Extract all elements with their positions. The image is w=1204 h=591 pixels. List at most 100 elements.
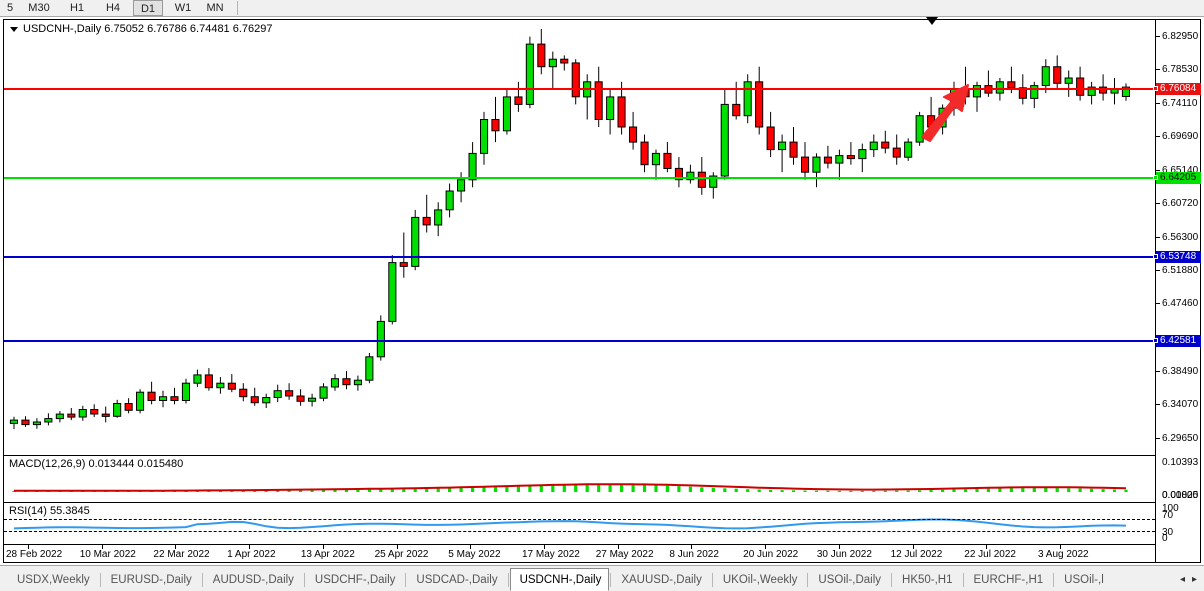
macd-histogram-bar [941, 489, 945, 492]
tab-scroll-left-icon[interactable]: ◂ [1180, 574, 1186, 585]
level-line-blue-upper[interactable] [4, 255, 1155, 258]
tab-separator [201, 573, 203, 587]
macd-label: MACD(12,26,9) 0.013444 0.015480 [9, 458, 184, 470]
macd-histogram-bar [769, 489, 773, 492]
macd-tick: 0.10393 [1162, 457, 1199, 468]
candlestick [399, 232, 408, 278]
chart-tab-eurchf-h1[interactable]: EURCHF-,H1 [973, 574, 1044, 586]
macd-histogram-bar [895, 490, 899, 492]
timeframe-button-d1[interactable]: D1 [133, 0, 163, 16]
chart-tab-ukoil-weekly[interactable]: UKOil-,Weekly [722, 574, 798, 586]
macd-histogram-bar [998, 488, 1002, 492]
timeframe-button-m30[interactable]: M30 [28, 2, 50, 14]
date-tick-mark [912, 545, 914, 549]
chart-tab-usdcad-daily[interactable]: USDCAD-,Daily [416, 574, 498, 586]
rsi-line [13, 518, 1127, 530]
date-tick-mark [544, 545, 545, 549]
macd-pane[interactable]: MACD(12,26,9) 0.013444 0.015480 [4, 455, 1155, 502]
timeframe-button-mn[interactable]: MN [206, 2, 224, 14]
candlestick [514, 81, 523, 112]
macd-histogram-bar [872, 490, 876, 492]
level-handle-blue[interactable] [1153, 338, 1158, 344]
candlestick [525, 36, 534, 109]
date-tick-mark [617, 545, 619, 549]
level-handle-blue[interactable] [1153, 253, 1158, 259]
price-axis[interactable]: 6.82950 6.78530 6.74110 6.69690 6.65140 6.607… [1153, 20, 1201, 562]
chart-tab-bar[interactable]: USDX,Weekly EURUSD-,Daily AUDUSD-,Daily USD… [0, 565, 1204, 591]
candlestick [308, 393, 317, 407]
macd-histogram-bar [413, 488, 417, 492]
candlestick [21, 416, 30, 427]
chart-frame[interactable]: USDCNH-,Daily 6.75052 6.76786 6.74481 6.… [3, 19, 1201, 563]
tick-dash [1156, 370, 1160, 372]
date-tick-mark [175, 545, 177, 549]
date-tick-mark [322, 545, 324, 549]
timeframe-button-h1[interactable]: H1 [69, 2, 85, 14]
date-tick-label: 28 Feb 2022 [6, 549, 63, 560]
candlestick [846, 142, 855, 165]
macd-histogram-bar [459, 487, 463, 492]
chart-top-marker-icon[interactable] [926, 17, 938, 25]
candlestick [44, 413, 53, 426]
chart-plot-area[interactable]: USDCNH-,Daily 6.75052 6.76786 6.74481 6.… [4, 20, 1155, 562]
timeframe-button-5[interactable]: 5 [6, 2, 14, 14]
candlestick [1030, 81, 1039, 109]
level-line-support[interactable] [4, 177, 1155, 180]
price-level-label-blue[interactable]: 6.42581 [1156, 335, 1201, 348]
rsi-pane[interactable]: RSI(14) 55.3845 [4, 502, 1155, 544]
candlestick [101, 406, 110, 423]
level-handle-green[interactable] [1153, 175, 1158, 181]
chart-tab-xauusd-daily[interactable]: XAUUSD-,Daily [621, 574, 702, 586]
price-pane[interactable]: USDCNH-,Daily 6.75052 6.76786 6.74481 6.… [4, 20, 1155, 454]
macd-histogram-bar [700, 487, 704, 492]
level-handle-red[interactable] [1153, 85, 1158, 91]
arrow-annotation[interactable] [904, 75, 1024, 155]
tick-dash [1156, 203, 1160, 205]
date-tick-mark [249, 545, 251, 549]
level-line-resistance[interactable] [4, 87, 1155, 90]
macd-histogram-bar [723, 488, 727, 492]
candlestick [801, 142, 810, 180]
macd-histogram-bar [860, 490, 864, 492]
chart-tab-usoil-daily[interactable]: USOil-,Daily [818, 574, 882, 586]
macd-histogram-bar [631, 484, 635, 492]
timeframe-button-h4[interactable]: H4 [105, 2, 121, 14]
candlestick [617, 81, 626, 135]
candlestick [376, 315, 385, 361]
date-axis: 28 Feb 2022 10 Mar 2022 22 Mar 2022 1 Apr 2… [4, 544, 1155, 562]
candlestick [1087, 81, 1096, 105]
candlestick [124, 398, 133, 414]
price-level-label-green[interactable]: 6.64205 [1156, 172, 1201, 185]
macd-histogram-bar [1055, 488, 1059, 492]
candlestick [709, 172, 718, 199]
candlestick [629, 111, 638, 150]
candlestick [502, 89, 511, 135]
macd-histogram-bar [1078, 488, 1082, 492]
date-tick-mark [765, 545, 767, 549]
macd-histogram-bar [276, 490, 280, 492]
candlestick [296, 389, 305, 406]
macd-tick: 0.00000 [1162, 490, 1199, 501]
timeframe-button-w1[interactable]: W1 [174, 2, 192, 14]
macd-histogram-bar [1112, 489, 1117, 492]
price-level-label-red[interactable]: 6.76084 [1156, 82, 1201, 95]
tab-scroll-right-icon[interactable]: ▸ [1192, 574, 1198, 585]
chart-tab-audusd-daily[interactable]: AUDUSD-,Daily [212, 574, 294, 586]
chart-tab-eurusd-daily[interactable]: EURUSD-,Daily [110, 574, 192, 586]
macd-histogram-bar [493, 486, 498, 492]
chart-tab-usdchf-daily[interactable]: USDCHF-,Daily [314, 574, 396, 586]
macd-histogram-bar [963, 489, 968, 492]
chart-tab-usoil-l[interactable]: USOil-,l [1064, 574, 1104, 586]
candlestick-canvas [9, 29, 1131, 430]
chart-tab-usdx-weekly[interactable]: USDX,Weekly [17, 574, 90, 586]
macd-histogram-bar [425, 488, 429, 492]
level-line-blue-lower[interactable] [4, 340, 1155, 343]
tab-separator [99, 573, 101, 587]
tab-separator [962, 573, 964, 587]
chart-tab-usdcnh-daily[interactable]: USDCNH-,Daily [509, 568, 610, 591]
price-level-label-blue[interactable]: 6.53748 [1156, 250, 1201, 263]
chart-tab-hk50-h1[interactable]: HK50-,H1 [902, 574, 953, 586]
date-tick-label: 25 Apr 2022 [374, 549, 429, 560]
chevron-down-icon[interactable] [10, 26, 18, 32]
price-tick: 6.65140 [1156, 166, 1198, 176]
